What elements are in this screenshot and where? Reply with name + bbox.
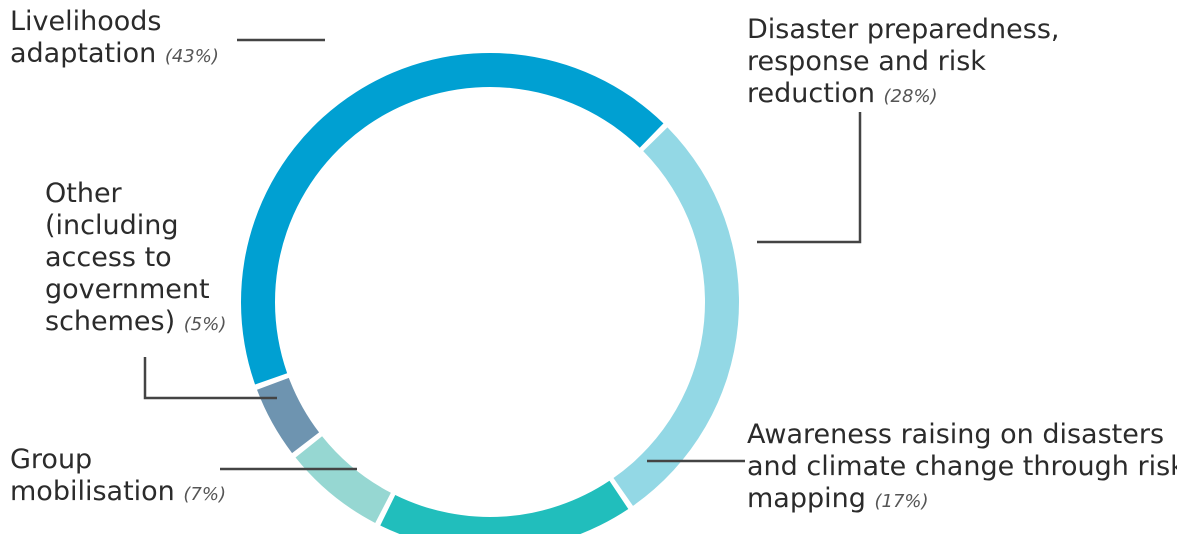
slice-percent: (5%): [183, 314, 227, 335]
slice-label-line: mapping: [747, 483, 866, 514]
slice-label-line: response and risk: [747, 46, 986, 77]
slice-percent: (17%): [874, 491, 929, 512]
slice-label-line: access to: [45, 242, 172, 273]
slice-label-line: (including: [45, 210, 179, 241]
slice-label-awareness-raising: Awareness raising on disasters and clima…: [747, 419, 1177, 518]
slice-label-line: mobilisation: [10, 476, 175, 507]
slice-label-other: Other (including access to government sc…: [45, 178, 226, 341]
leader-line-other: [143, 357, 277, 400]
slice-label-line: and climate change through risk: [747, 451, 1177, 482]
donut-slice-disaster-preparedness: [613, 127, 740, 506]
slice-percent: (7%): [183, 484, 226, 505]
donut-slice-other: [256, 377, 320, 454]
slice-label-line: adaptation: [10, 38, 157, 69]
donut-slice-group-mobilisation: [295, 436, 391, 523]
slice-label-line: Disaster preparedness,: [747, 14, 1060, 45]
slice-label-line: Livelihoods: [10, 6, 162, 37]
slice-label-line: Awareness raising on disasters: [747, 419, 1165, 450]
slice-percent: (28%): [883, 86, 938, 107]
slice-label-group-mobilisation: Group mobilisation (7%): [10, 444, 226, 511]
leader-line-disaster-preparedness: [757, 112, 862, 244]
donut-slice-awareness-raising: [380, 480, 629, 534]
slice-label-livelihoods: Livelihoods adaptation (43%): [10, 6, 219, 73]
slice-label-line: government: [45, 274, 210, 305]
slice-label-line: schemes): [45, 306, 176, 337]
slice-label-disaster-preparedness: Disaster preparedness, response and risk…: [747, 14, 1060, 113]
slice-percent: (43%): [164, 46, 219, 67]
slice-label-line: reduction: [747, 78, 875, 109]
slice-label-line: Other: [45, 178, 122, 209]
slice-label-line: Group: [10, 444, 93, 475]
donut-slice-livelihoods: [241, 52, 664, 385]
